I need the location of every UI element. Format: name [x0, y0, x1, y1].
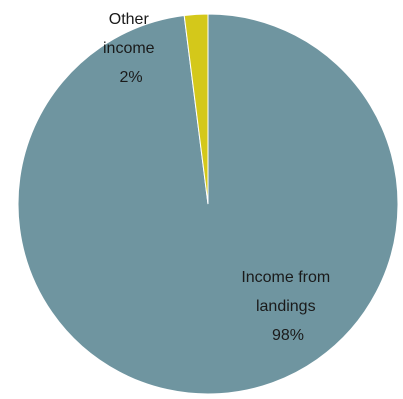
slice-label-income-from-landings: Income from landings 98%: [241, 269, 334, 344]
pie-slice-1: [183, 13, 209, 205]
label-landings-line2: landings: [256, 298, 316, 315]
label-landings-percent: 98%: [272, 327, 304, 344]
slice-label-other-income: Other income 2%: [103, 11, 159, 86]
label-other-percent: 2%: [119, 69, 142, 86]
label-other-line2: income: [103, 40, 155, 57]
label-landings-line1: Income from: [241, 269, 330, 286]
pie-slices: [17, 13, 399, 395]
label-other-line1: Other: [109, 11, 150, 28]
